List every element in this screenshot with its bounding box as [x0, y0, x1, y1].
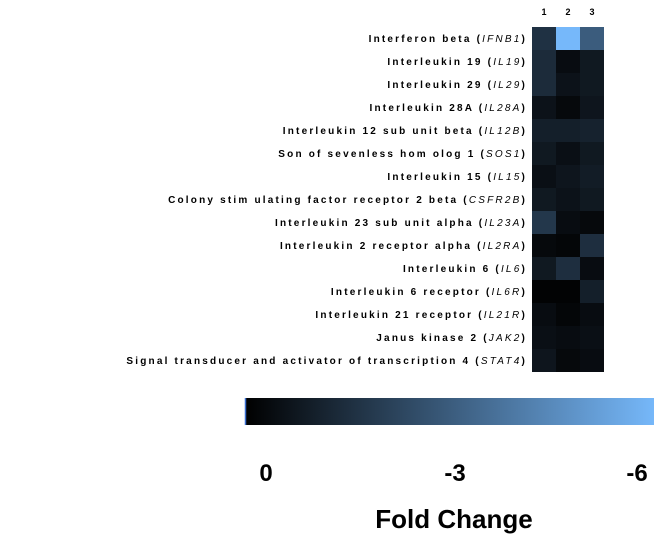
- row-label: Interleukin 15 (IL15): [387, 172, 527, 183]
- row-label: Interleukin 28A (IL28A): [370, 103, 528, 114]
- heatmap-cell: [532, 119, 556, 142]
- heatmap-cell: [556, 142, 580, 165]
- heatmap-cell: [580, 27, 604, 50]
- colorbar-tick-label: 0: [259, 460, 272, 487]
- colorbar-tick-label: -6: [626, 460, 647, 487]
- heatmap-cell: [532, 142, 556, 165]
- heatmap-cell: [532, 211, 556, 234]
- row-label: Interleukin 19 (IL19): [387, 57, 527, 68]
- heatmap-cell: [556, 349, 580, 372]
- heatmap-cell: [556, 257, 580, 280]
- heatmap-cell: [556, 211, 580, 234]
- column-labels: 1 2 3: [541, 7, 594, 17]
- column-label: 2: [565, 7, 570, 17]
- heatmap-cell: [580, 349, 604, 372]
- row-label: Son of sevenless hom olog 1 (SOS1): [278, 149, 527, 160]
- heatmap-cell: [556, 188, 580, 211]
- heatmap-cell: [532, 50, 556, 73]
- row-label: Janus kinase 2 (JAK2): [376, 333, 527, 344]
- row-label: Interleukin 6 receptor (IL6R): [331, 287, 527, 298]
- heatmap-cell: [556, 119, 580, 142]
- heatmap-cell: [556, 50, 580, 73]
- heatmap-cell: [532, 326, 556, 349]
- colorbar-gradient: [245, 398, 654, 425]
- row-label: Interleukin 12 sub unit beta (IL12B): [283, 126, 527, 137]
- heatmap-cell: [580, 188, 604, 211]
- row-labels: Interferon beta (IFNB1) Interleukin 19 (I…: [126, 34, 528, 367]
- heatmap-cell: [556, 165, 580, 188]
- heatmap-cells: [532, 27, 604, 372]
- heatmap-cell: [532, 188, 556, 211]
- heatmap-cell: [532, 96, 556, 119]
- heatmap-cell: [556, 27, 580, 50]
- heatmap-cell: [532, 27, 556, 50]
- row-label: Interferon beta (IFNB1): [369, 34, 527, 45]
- heatmap-cell: [556, 234, 580, 257]
- column-label: 3: [589, 7, 594, 17]
- heatmap-cell: [580, 303, 604, 326]
- colorbar-title: Fold Change: [375, 504, 532, 534]
- colorbar: [244, 398, 654, 425]
- colorbar-tick-label: -3: [444, 460, 465, 487]
- heatmap-cell: [532, 73, 556, 96]
- row-label: Colony stim ulating factor receptor 2 be…: [168, 195, 527, 206]
- heatmap-cell: [556, 303, 580, 326]
- heatmap-cell: [580, 257, 604, 280]
- heatmap-cell: [580, 211, 604, 234]
- heatmap-cell: [532, 303, 556, 326]
- heatmap-cell: [532, 165, 556, 188]
- row-label: Interleukin 23 sub unit alpha (IL23A): [275, 218, 527, 229]
- colorbar-tick-labels: 0 -3 -6: [259, 460, 647, 487]
- heatmap-cell: [532, 280, 556, 303]
- heatmap-cell: [556, 73, 580, 96]
- heatmap-cell: [556, 280, 580, 303]
- heatmap-cell: [532, 234, 556, 257]
- heatmap-cell: [580, 96, 604, 119]
- row-label: Interleukin 29 (IL29): [387, 80, 527, 91]
- heatmap-cell: [580, 119, 604, 142]
- heatmap-cell: [580, 50, 604, 73]
- heatmap-cell: [580, 165, 604, 188]
- heatmap-cell: [580, 280, 604, 303]
- heatmap-cell: [532, 257, 556, 280]
- row-label: Interleukin 21 receptor (IL21R): [315, 310, 527, 321]
- heatmap-cell: [556, 96, 580, 119]
- column-label: 1: [541, 7, 546, 17]
- heatmap-cell: [580, 234, 604, 257]
- row-label: Interleukin 6 (IL6): [403, 264, 527, 275]
- heatmap-cell: [580, 73, 604, 96]
- row-label: Interleukin 2 receptor alpha (IL2RA): [280, 241, 527, 252]
- row-label: Signal transducer and activator of trans…: [126, 356, 527, 367]
- heatmap-cell: [580, 326, 604, 349]
- heatmap-cell: [580, 142, 604, 165]
- heatmap-cell: [532, 349, 556, 372]
- heatmap-cell: [556, 326, 580, 349]
